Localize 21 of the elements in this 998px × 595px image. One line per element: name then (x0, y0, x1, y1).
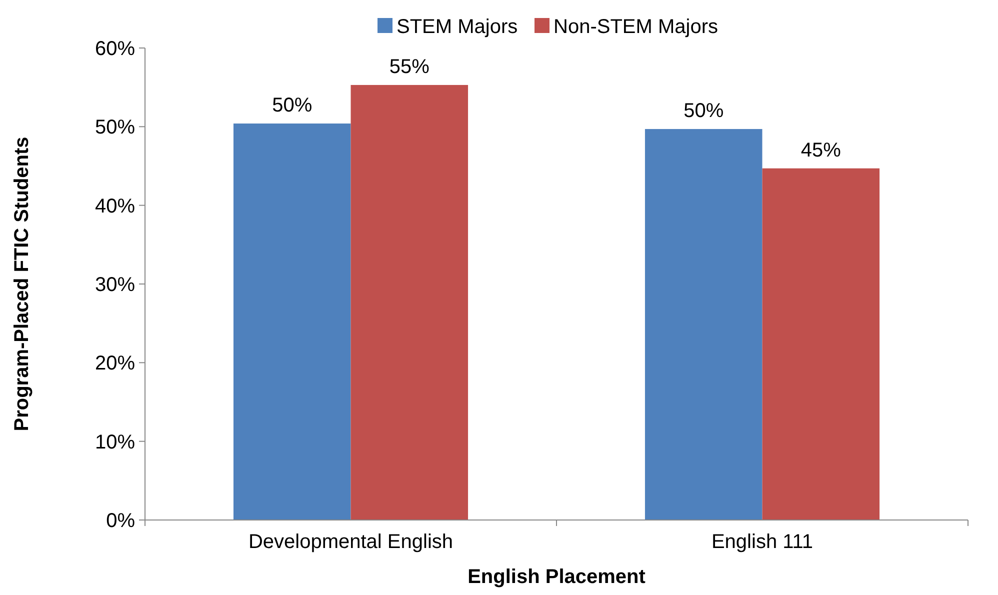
x-tick-label: English 111 (711, 531, 814, 553)
bar (644, 129, 762, 520)
x-axis-title: English Placement (468, 566, 646, 588)
y-tick-label: 50% (94, 116, 136, 139)
bar (350, 84, 468, 520)
y-tick-label: 30% (94, 274, 136, 296)
data-label: 45% (800, 139, 842, 162)
bar (762, 168, 880, 520)
y-tick-label: 10% (94, 431, 136, 454)
y-tick-label: 20% (94, 352, 136, 375)
bar (233, 124, 351, 520)
legend-label: Non-STEM Majors (554, 16, 718, 38)
data-label: 50% (272, 94, 312, 117)
x-tick-label: Developmental English (248, 531, 454, 553)
y-tick-label: 60% (94, 38, 136, 60)
legend-label: STEM Majors (396, 16, 518, 38)
data-label: 55% (389, 56, 430, 78)
y-axis-title: Program-Placed FTIC Students (11, 136, 33, 432)
y-tick-label: 0% (106, 510, 136, 532)
data-label: 50% (684, 100, 724, 122)
y-tick-label: 40% (94, 195, 136, 218)
